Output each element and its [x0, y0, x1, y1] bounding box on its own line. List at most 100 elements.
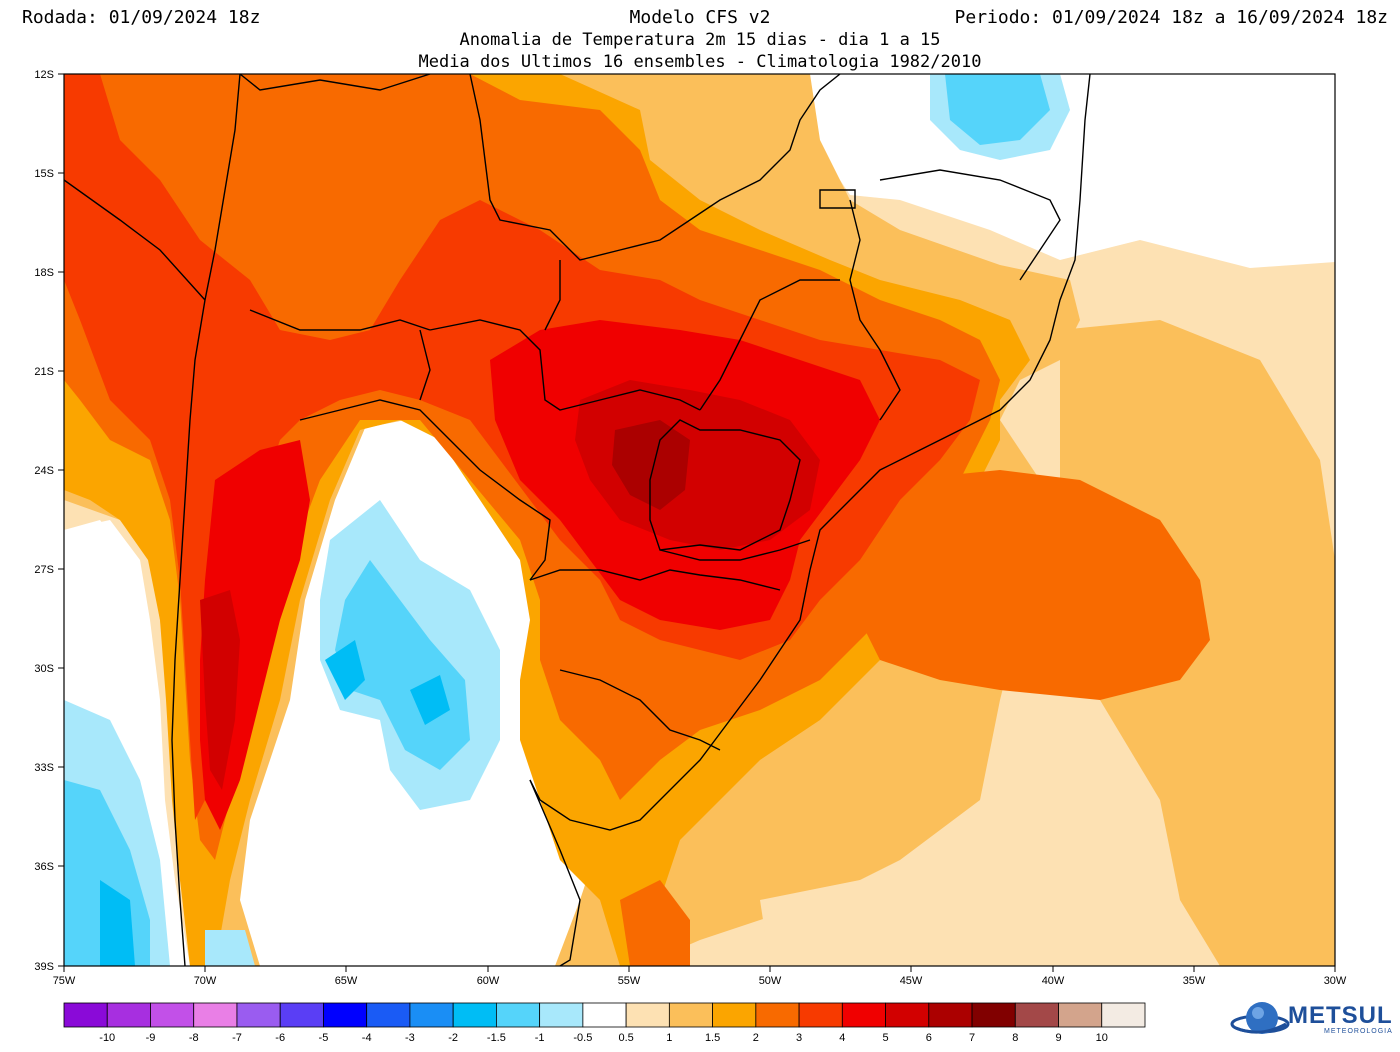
color-scale-swatch	[409, 1002, 454, 1028]
field-cold-ne-2	[945, 74, 1050, 145]
color-scale-swatch	[452, 1002, 497, 1028]
model-label: Modelo CFS v2	[629, 7, 771, 28]
color-scale-label: 7	[969, 1032, 975, 1044]
color-scale-swatch	[539, 1002, 584, 1028]
lat-tick-label: 30S	[34, 663, 54, 675]
color-scale-label: -1.5	[487, 1032, 506, 1044]
brazil-state-border-3	[699, 279, 840, 411]
color-scale-swatch	[885, 1002, 930, 1028]
chile-border	[171, 74, 241, 966]
color-scale-swatch	[236, 1002, 281, 1028]
lat-tick-label: 33S	[34, 762, 54, 774]
lat-tick-label: 18S	[34, 267, 54, 279]
color-scale-label: -5	[319, 1032, 329, 1044]
logo-wordmark: METSUL	[1288, 1002, 1393, 1029]
color-scale-swatch	[755, 1002, 800, 1028]
field-mild-south	[760, 880, 880, 966]
anomaly-field	[64, 74, 1335, 966]
period-label: Periodo: 01/09/2024 18z a 16/09/2024 18z	[954, 7, 1388, 28]
color-scale-label: 0.5	[618, 1032, 633, 1044]
lon-tick-label: 75W	[53, 975, 76, 987]
color-scale-label: -6	[275, 1032, 285, 1044]
color-scale-swatch	[971, 1002, 1016, 1028]
mg-border	[849, 199, 901, 421]
color-scale-swatch	[712, 1002, 757, 1028]
color-scale-label: -10	[99, 1032, 115, 1044]
bolivia-north-border	[239, 74, 431, 91]
field-cold-south	[205, 930, 255, 966]
color-scale-swatch	[193, 1002, 238, 1028]
lon-tick-label: 50W	[759, 975, 782, 987]
field-cold-pacific-3	[100, 880, 135, 966]
color-scale-label: -7	[232, 1032, 242, 1044]
color-scale-label: -4	[362, 1032, 372, 1044]
paraguay-border	[299, 399, 551, 581]
lat-tick-label: 39S	[34, 961, 54, 973]
color-scale-label: 9	[1055, 1032, 1061, 1044]
color-scale-swatch	[841, 1002, 886, 1028]
lon-tick-label: 30W	[1324, 975, 1347, 987]
logo-tagline: METEOROLOGIA	[1324, 1028, 1393, 1035]
field-level-2-ocean	[860, 470, 1210, 700]
color-scale-swatch	[1101, 1002, 1146, 1028]
brazil-state-border-1	[469, 74, 841, 261]
color-scale-swatch	[323, 1002, 368, 1028]
color-scale-swatch	[150, 1002, 195, 1028]
rs-border	[529, 569, 781, 591]
map-frame	[63, 73, 1336, 967]
sc-border	[659, 539, 811, 561]
color-scale-label: -2	[448, 1032, 458, 1044]
df-border	[819, 189, 856, 209]
color-scale-label: -3	[405, 1032, 415, 1044]
color-scale-label: 1.5	[705, 1032, 720, 1044]
bahia-border	[879, 169, 1061, 281]
color-scale-label: -8	[189, 1032, 199, 1044]
lon-tick-label: 70W	[194, 975, 217, 987]
bolivia-south-border	[249, 309, 431, 331]
color-scale-label: 4	[839, 1032, 845, 1044]
color-scale-swatch	[279, 1002, 324, 1028]
field-warm-south	[620, 880, 690, 966]
field-level-5-andes	[200, 590, 240, 790]
color-scale-swatch	[798, 1002, 843, 1028]
lat-tick-label: 27S	[34, 564, 54, 576]
color-scale-label: 8	[1012, 1032, 1018, 1044]
field-level-5	[575, 380, 820, 550]
lon-tick-label: 45W	[900, 975, 923, 987]
color-scale-swatch	[1014, 1002, 1059, 1028]
lat-tick-label: 21S	[34, 366, 54, 378]
color-scale-labels: -10 -9 -8 -7 -6 -5 -4 -3 -2 -1.5 -1 -0.5 0.5 1 1.5 2 3 4 5…	[99, 1032, 1108, 1044]
peru-bolivia-border	[64, 179, 206, 301]
lon-tick-label: 40W	[1042, 975, 1065, 987]
color-scale-swatch	[106, 1002, 151, 1028]
color-scale-bar	[63, 1002, 1146, 1028]
lon-tick-label: 65W	[335, 975, 358, 987]
field-cold-argentina-3	[325, 640, 365, 700]
color-scale-label: 3	[796, 1032, 802, 1044]
color-scale-swatch	[625, 1002, 670, 1028]
color-scale-swatch	[668, 1002, 713, 1028]
uruguay-border	[559, 669, 721, 751]
color-scale-label: 2	[753, 1032, 759, 1044]
globe-icon	[1230, 1002, 1290, 1034]
lon-tick-label: 55W	[618, 975, 641, 987]
run-date-label: Rodada: 01/09/2024 18z	[22, 7, 261, 28]
color-scale-swatch	[928, 1002, 973, 1028]
color-scale-label: 1	[666, 1032, 672, 1044]
color-scale-label: -9	[146, 1032, 156, 1044]
lat-tick-label: 36S	[34, 861, 54, 873]
color-scale-swatch	[582, 1002, 627, 1028]
metsul-logo: METSUL METEOROLOGIA	[1230, 994, 1393, 1046]
parana-border	[649, 419, 801, 551]
field-cold-argentina-4	[410, 675, 450, 725]
color-scale-label: 6	[926, 1032, 932, 1044]
lon-axis: 75W 70W 65W 60W 55W 50W 45W 40W 35W 30W	[53, 966, 1347, 987]
color-scale-swatch	[1058, 1002, 1103, 1028]
color-scale-label: -0.5	[573, 1032, 592, 1044]
ms-border	[544, 260, 561, 331]
lat-axis: 12S 15S 18S 21S 24S 27S 30S 33S 36S 39S	[34, 69, 64, 973]
lon-tick-label: 35W	[1183, 975, 1206, 987]
color-scale-label: 10	[1096, 1032, 1108, 1044]
color-scale-swatch	[366, 1002, 411, 1028]
